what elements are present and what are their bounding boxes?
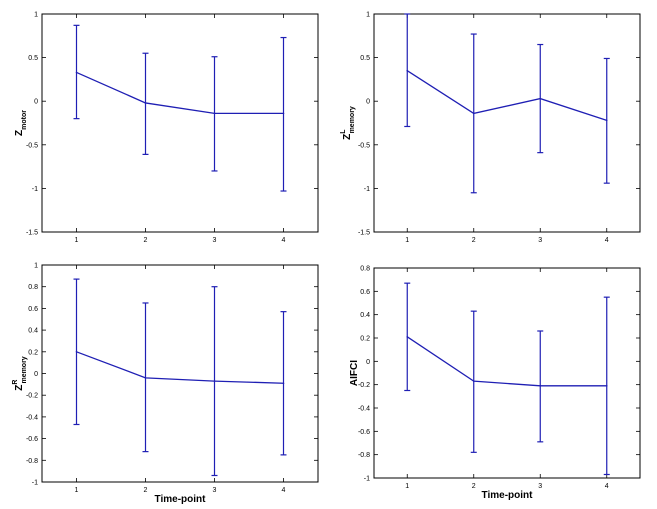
y-tick-label: 1	[34, 12, 38, 19]
data-point	[282, 382, 285, 385]
x-axis-label: Time-point	[155, 494, 207, 505]
y-tick-label: -0.5	[26, 142, 38, 149]
data-point	[406, 69, 409, 72]
plot-frame	[373, 13, 641, 233]
y-tick-label: -0.8	[26, 458, 38, 465]
y-tick-label: 0.8	[360, 266, 370, 273]
y-tick-label: -0.4	[358, 406, 370, 413]
x-tick-label: 1	[405, 237, 409, 244]
data-point	[472, 380, 475, 382]
data-point	[213, 380, 216, 382]
data-point	[213, 112, 216, 115]
series-line	[76, 351, 284, 384]
x-tick-label: 4	[605, 237, 609, 244]
data-point	[75, 351, 78, 353]
data-point	[539, 97, 542, 100]
y-axis-label: AIFCI	[349, 360, 360, 386]
chart-panel-3: -1 -0.8 -0.6 -0.4 -0.2 0 0.2 0.4 0.6 0.8 1 1 2 3 4 ZR me…	[12, 263, 319, 505]
data-point	[75, 71, 78, 74]
y-axis-label: ZR memory	[12, 356, 28, 391]
y-tick-label: -0.5	[358, 142, 370, 149]
x-tick-label: 4	[282, 487, 286, 494]
x-tick-label: 4	[282, 237, 286, 244]
y-tick-label: 0.6	[28, 306, 38, 313]
y-tick-label: 0	[366, 359, 370, 366]
x-tick-label: 3	[213, 487, 217, 494]
x-tick-label: 3	[538, 483, 542, 490]
data-point	[472, 112, 475, 115]
plot-frame	[41, 13, 319, 233]
y-tick-label: 0.2	[28, 349, 38, 356]
y-tick-label: -0.6	[26, 436, 38, 443]
y-tick-label: 1	[34, 263, 38, 270]
y-tick-label: 0	[34, 371, 38, 378]
y-axis-label-sup: R	[12, 380, 19, 385]
y-tick-label: 1	[366, 12, 370, 19]
x-tick-label: 1	[75, 487, 79, 494]
y-tick-label: -1.5	[358, 230, 370, 237]
y-tick-label: 0	[366, 99, 370, 106]
x-tick-label: 2	[144, 237, 148, 244]
y-tick-label: -0.2	[358, 382, 370, 389]
x-tick-label: 1	[405, 483, 409, 490]
data-point	[144, 102, 147, 104]
data-point	[539, 385, 542, 387]
y-axis-label-main: AIFCI	[349, 360, 360, 386]
chart-panel-4: -1 -0.8 -0.6 -0.4 -0.2 0 0.2 0.4 0.6 0.8 1 2 3 4 AIFCI…	[349, 266, 641, 501]
series-line	[406, 70, 607, 122]
y-tick-label: -1	[32, 480, 38, 487]
plot-frame	[373, 267, 641, 479]
y-axis-label-sub: motor	[21, 110, 28, 130]
y-axis-label-main: Z	[14, 130, 25, 136]
x-tick-label: 2	[472, 237, 476, 244]
y-tick-label: 0	[34, 99, 38, 106]
y-tick-label: -1	[364, 186, 370, 193]
y-tick-label: 0.2	[360, 336, 370, 343]
y-tick-label: -0.8	[358, 452, 370, 459]
series-line	[76, 71, 284, 115]
x-tick-label: 3	[538, 237, 542, 244]
data-point	[406, 336, 409, 338]
y-tick-label: 0.8	[28, 284, 38, 291]
y-axis-label-sup: L	[340, 129, 347, 134]
y-tick-label: -1	[32, 186, 38, 193]
x-axis-label: Time-point	[482, 490, 534, 501]
y-axis-label: ZL memory	[340, 106, 356, 140]
y-tick-label: 0.6	[360, 289, 370, 296]
data-point	[605, 385, 608, 387]
y-tick-label: 0.5	[360, 55, 370, 62]
y-tick-label: -1.5	[26, 230, 38, 237]
y-tick-label: -0.2	[26, 393, 38, 400]
y-axis-label-sub: memory	[349, 106, 356, 133]
x-tick-label: 2	[472, 483, 476, 490]
x-tick-label: 4	[605, 483, 609, 490]
data-point	[144, 377, 147, 379]
y-axis-label-main: Z	[14, 385, 25, 391]
series-line	[406, 336, 607, 387]
x-tick-label: 1	[75, 237, 79, 244]
y-tick-label: 0.4	[28, 328, 38, 335]
data-point	[282, 112, 285, 115]
data-point	[605, 119, 608, 122]
y-axis-label-main: Z	[342, 134, 353, 140]
chart-panel-1: -1.5 -1 -0.5 0 0.5 1 1 2 3 4 Zmotor	[14, 12, 319, 244]
plot-frame	[41, 264, 319, 483]
x-tick-label: 3	[213, 237, 217, 244]
y-axis-label: Zmotor	[14, 110, 28, 136]
x-tick-label: 2	[144, 487, 148, 494]
y-tick-label: 0.4	[360, 312, 370, 319]
y-tick-label: -0.6	[358, 429, 370, 436]
y-tick-label: -1	[364, 476, 370, 483]
y-axis-label-sub: memory	[21, 356, 28, 383]
chart-panel-2: -1.5 -1 -0.5 0 0.5 1 1 2 3 4 ZL memory	[340, 12, 641, 244]
y-tick-label: 0.5	[28, 55, 38, 62]
y-tick-label: -0.4	[26, 414, 38, 421]
